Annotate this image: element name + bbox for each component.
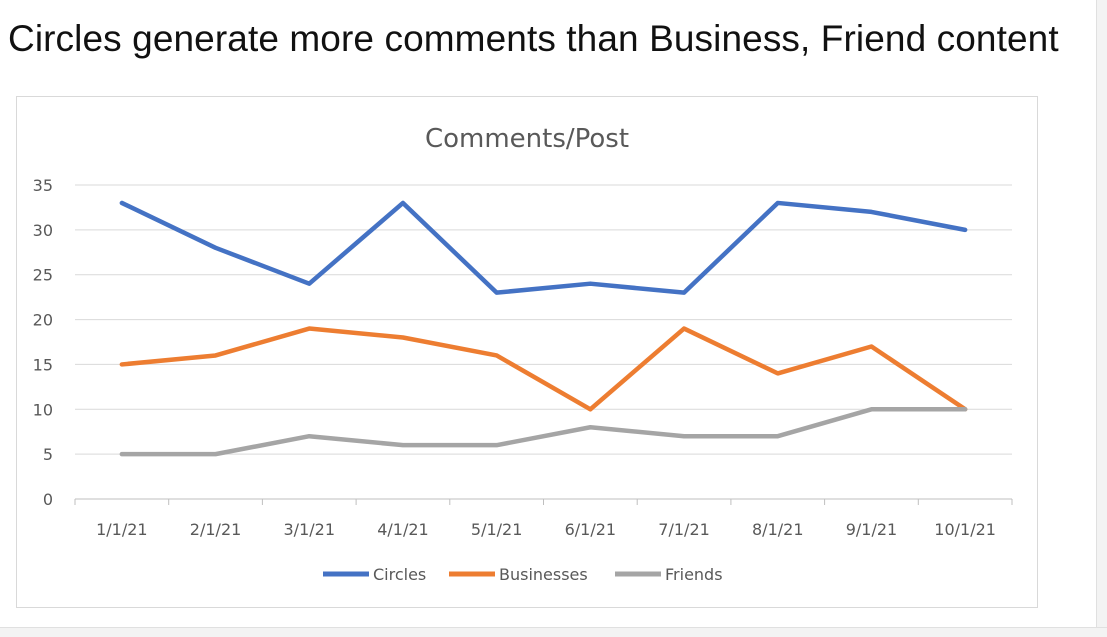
series-line-businesses bbox=[119, 326, 968, 412]
slide-headline: Circles generate more comments than Busi… bbox=[8, 18, 1059, 59]
y-tick-label: 35 bbox=[33, 176, 53, 195]
x-tick-label: 5/1/21 bbox=[471, 520, 523, 539]
x-tick-label: 10/1/21 bbox=[934, 520, 996, 539]
y-tick-label: 30 bbox=[33, 221, 53, 240]
gridlines bbox=[75, 184, 1012, 500]
horizontal-scrollbar[interactable] bbox=[0, 627, 1107, 637]
y-tick-label: 5 bbox=[43, 445, 53, 464]
series-lines bbox=[119, 200, 968, 457]
y-tick-label: 20 bbox=[33, 311, 53, 330]
x-tick-label: 8/1/21 bbox=[752, 520, 804, 539]
x-tick-label: 4/1/21 bbox=[377, 520, 429, 539]
x-tick-label: 3/1/21 bbox=[284, 520, 336, 539]
y-tick-label: 25 bbox=[33, 266, 53, 285]
chart-title: Comments/Post bbox=[425, 124, 629, 154]
y-tick-label: 0 bbox=[43, 490, 53, 509]
line-chart: Comments/Post 0 5 10 15 20 25 30 35 1/1/21 2/1/21… bbox=[33, 124, 1013, 584]
y-tick-label: 10 bbox=[33, 400, 53, 419]
axes: 0 5 10 15 20 25 30 35 1/1/21 2/1/21 3/1/21 4/1/21 5/… bbox=[33, 176, 1013, 539]
x-tick-label: 6/1/21 bbox=[565, 520, 617, 539]
series-line-circles bbox=[119, 200, 968, 295]
legend: Circles Businesses Friends bbox=[323, 565, 723, 584]
chart-container: Comments/Post 0 5 10 15 20 25 30 35 1/1/21 2/1/21… bbox=[16, 96, 1038, 608]
legend-label: Friends bbox=[665, 565, 723, 584]
x-tick-label: 7/1/21 bbox=[658, 520, 710, 539]
series-line-friends bbox=[119, 407, 968, 457]
legend-label: Businesses bbox=[499, 565, 588, 584]
x-tick-label: 2/1/21 bbox=[190, 520, 242, 539]
y-tick-label: 15 bbox=[33, 355, 53, 374]
vertical-scrollbar[interactable] bbox=[1096, 0, 1107, 636]
x-tick-label: 1/1/21 bbox=[96, 520, 148, 539]
legend-label: Circles bbox=[373, 565, 426, 584]
x-tick-label: 9/1/21 bbox=[846, 520, 898, 539]
